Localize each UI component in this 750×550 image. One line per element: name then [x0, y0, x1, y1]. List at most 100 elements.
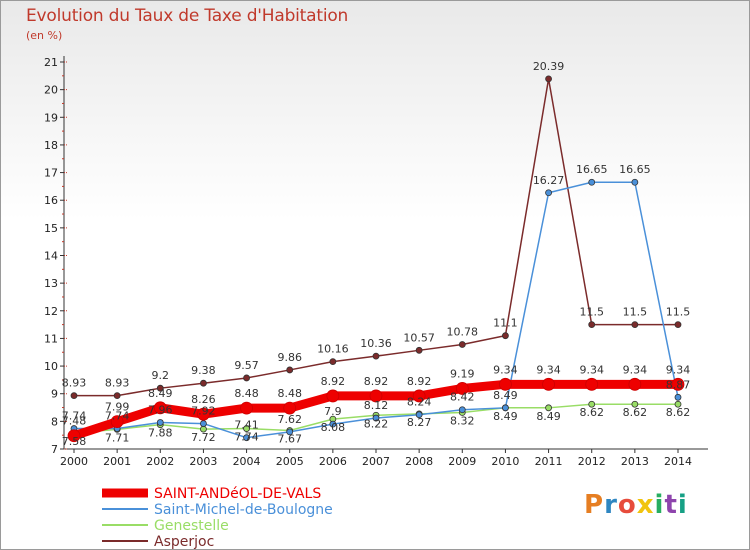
data-label: 8.24	[407, 396, 432, 409]
data-point	[455, 382, 469, 395]
y-tick-label: 13	[44, 277, 58, 290]
data-point	[156, 419, 164, 426]
data-point	[283, 401, 297, 415]
data-label: 10.57	[403, 331, 435, 344]
data-label: 8.42	[450, 391, 475, 404]
x-tick-label: 2004	[233, 455, 261, 468]
legend-label: Saint-Michel-de-Boulogne	[154, 502, 333, 518]
y-tick-label: 15	[44, 222, 58, 235]
y-tick-label: 21	[44, 56, 58, 69]
data-label: 9.34	[536, 363, 561, 376]
data-label: 9.19	[450, 367, 475, 380]
data-point	[200, 420, 207, 427]
data-label: 8.62	[579, 406, 604, 419]
data-label: 7.58	[62, 435, 87, 448]
data-label: 8.92	[364, 375, 389, 388]
x-tick-label: 2005	[276, 455, 304, 468]
data-point	[286, 428, 294, 436]
x-tick-label: 2010	[491, 455, 519, 468]
data-label: 8.48	[234, 387, 259, 400]
data-label: 8.49	[493, 389, 518, 402]
data-label: 11.5	[666, 306, 691, 319]
data-label: 7.48	[62, 415, 87, 428]
x-tick-label: 2000	[60, 455, 88, 468]
x-tick-label: 2013	[621, 455, 649, 468]
x-tick-label: 2006	[319, 455, 347, 468]
data-point	[326, 389, 340, 403]
data-label: 8.12	[364, 399, 389, 412]
data-label: 10.16	[317, 343, 349, 356]
data-point	[545, 75, 552, 83]
data-point	[415, 411, 423, 419]
y-tick-label: 9	[51, 388, 58, 401]
data-label: 8.32	[450, 415, 475, 428]
data-point	[412, 389, 426, 403]
data-point	[458, 341, 466, 348]
data-label: 7.74	[105, 410, 130, 423]
data-point	[674, 400, 682, 408]
data-point	[200, 379, 207, 387]
y-tick-label: 7	[51, 443, 58, 456]
data-point	[502, 332, 509, 340]
logo-letter: x	[636, 490, 655, 520]
data-label: 8.22	[364, 417, 389, 430]
x-tick-label: 2008	[405, 455, 433, 468]
y-tick-label: 17	[44, 167, 58, 180]
legend-label: Genestelle	[154, 518, 229, 534]
chart-unit-label: (en %)	[26, 29, 63, 42]
data-point	[156, 384, 164, 392]
data-label: 7.67	[277, 432, 302, 445]
data-label: 11.5	[579, 306, 604, 319]
data-label: 9.2	[152, 369, 170, 382]
data-label: 20.39	[533, 60, 565, 73]
data-point	[243, 434, 250, 442]
data-label: 7.74	[234, 431, 259, 444]
data-label: 8.62	[623, 406, 648, 419]
x-tick-label: 2003	[189, 455, 217, 468]
data-label: 8.92	[321, 375, 346, 388]
data-point	[628, 377, 642, 391]
y-tick-label: 11	[44, 332, 58, 345]
data-label: 8.08	[321, 421, 346, 434]
data-point	[631, 400, 639, 408]
data-point	[674, 321, 682, 329]
data-label: 9.34	[666, 363, 691, 376]
legend-label: SAINT-ANDéOL-DE-VALS	[154, 486, 321, 502]
logo-letter: P	[584, 490, 605, 520]
data-label: 8.49	[536, 410, 561, 423]
data-label: 8.48	[277, 387, 302, 400]
logo-letter: i	[677, 490, 688, 520]
data-label: 7.99	[105, 401, 130, 414]
data-point	[502, 404, 509, 412]
data-label: 7.71	[105, 431, 130, 444]
data-point	[588, 321, 596, 329]
x-tick-label: 2007	[362, 455, 390, 468]
data-label: 7.74	[62, 410, 87, 423]
data-point	[197, 407, 210, 421]
logo-letter: o	[617, 490, 637, 520]
data-point	[542, 377, 555, 391]
data-label: 7.9	[324, 405, 342, 418]
proxiti-logo: Proxiti	[584, 490, 688, 520]
data-point	[70, 392, 78, 400]
data-label: 7.72	[191, 431, 216, 444]
x-tick-label: 2012	[578, 455, 606, 468]
data-label: 8.62	[666, 406, 691, 419]
data-label: 11.1	[493, 317, 518, 330]
data-label: 9.34	[579, 363, 604, 376]
data-label: 10.36	[360, 337, 392, 350]
data-point	[67, 429, 81, 443]
logo-letter: i	[654, 490, 665, 520]
x-tick-label: 2009	[448, 455, 476, 468]
data-label: 9.38	[191, 364, 216, 377]
data-point	[113, 392, 121, 400]
data-label: 8.49	[148, 387, 173, 400]
data-point	[240, 401, 253, 415]
data-label: 9.34	[623, 363, 648, 376]
y-tick-label: 8	[51, 415, 58, 428]
data-point	[329, 420, 337, 428]
data-label: 16.27	[533, 174, 565, 187]
y-tick-label: 16	[44, 194, 58, 207]
data-point	[631, 178, 639, 186]
